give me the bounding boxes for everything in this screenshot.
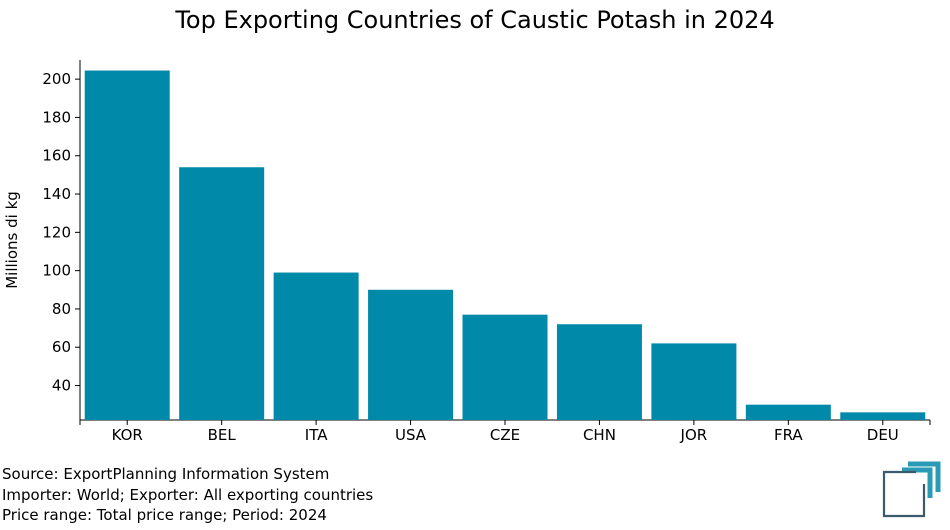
- x-tick-label: DEU: [867, 426, 899, 444]
- bar-chn: [556, 324, 642, 420]
- y-tick-label: 200: [42, 70, 71, 88]
- chart-title: Top Exporting Countries of Caustic Potas…: [175, 6, 775, 34]
- y-tick-label: 60: [52, 338, 71, 356]
- bar-jor: [651, 343, 737, 420]
- bar-ita: [273, 272, 359, 420]
- bar-deu: [840, 412, 926, 420]
- x-tick-label: ITA: [305, 426, 328, 444]
- y-tick-label: 160: [42, 147, 71, 165]
- y-tick-label: 100: [42, 262, 71, 280]
- y-tick-label: 80: [52, 300, 71, 318]
- y-axis-ticks: 40 60 80 100 120 140 160 180 200: [42, 70, 80, 395]
- y-tick-label: 180: [42, 108, 71, 126]
- bar-chart: KOR BEL ITA USA CZE CHN JOR FRA DEU 40 60 80 100 120…: [3, 60, 931, 444]
- x-tick-label: JOR: [680, 426, 708, 444]
- x-tick-label: CHN: [583, 426, 616, 444]
- price-period-line: Price range: Total price range; Period: …: [2, 506, 327, 524]
- bar-cze: [462, 314, 548, 420]
- x-tick-label: BEL: [208, 426, 237, 444]
- x-tick-label: CZE: [490, 426, 520, 444]
- y-axis-label: Millions di kg: [3, 191, 21, 289]
- x-tick-label: USA: [395, 426, 427, 444]
- bar-fra: [745, 404, 831, 420]
- y-tick-label: 40: [52, 377, 71, 395]
- importer-exporter-line: Importer: World; Exporter: All exporting…: [2, 485, 374, 504]
- x-axis-ticks: KOR BEL ITA USA CZE CHN JOR FRA DEU: [79, 420, 931, 444]
- exportplanning-logo-icon: [882, 461, 941, 518]
- y-tick-label: 140: [42, 185, 71, 203]
- bar-usa: [368, 289, 454, 420]
- bar-kor: [84, 70, 170, 420]
- x-tick-label: FRA: [774, 426, 803, 444]
- y-tick-label: 120: [42, 223, 71, 241]
- bar-series: [84, 70, 926, 420]
- x-tick-label: KOR: [112, 426, 143, 444]
- source-notes: Source: ExportPlanning Information Syste…: [2, 464, 373, 526]
- source-line: Source: ExportPlanning Information Syste…: [2, 465, 330, 483]
- bar-bel: [179, 167, 265, 420]
